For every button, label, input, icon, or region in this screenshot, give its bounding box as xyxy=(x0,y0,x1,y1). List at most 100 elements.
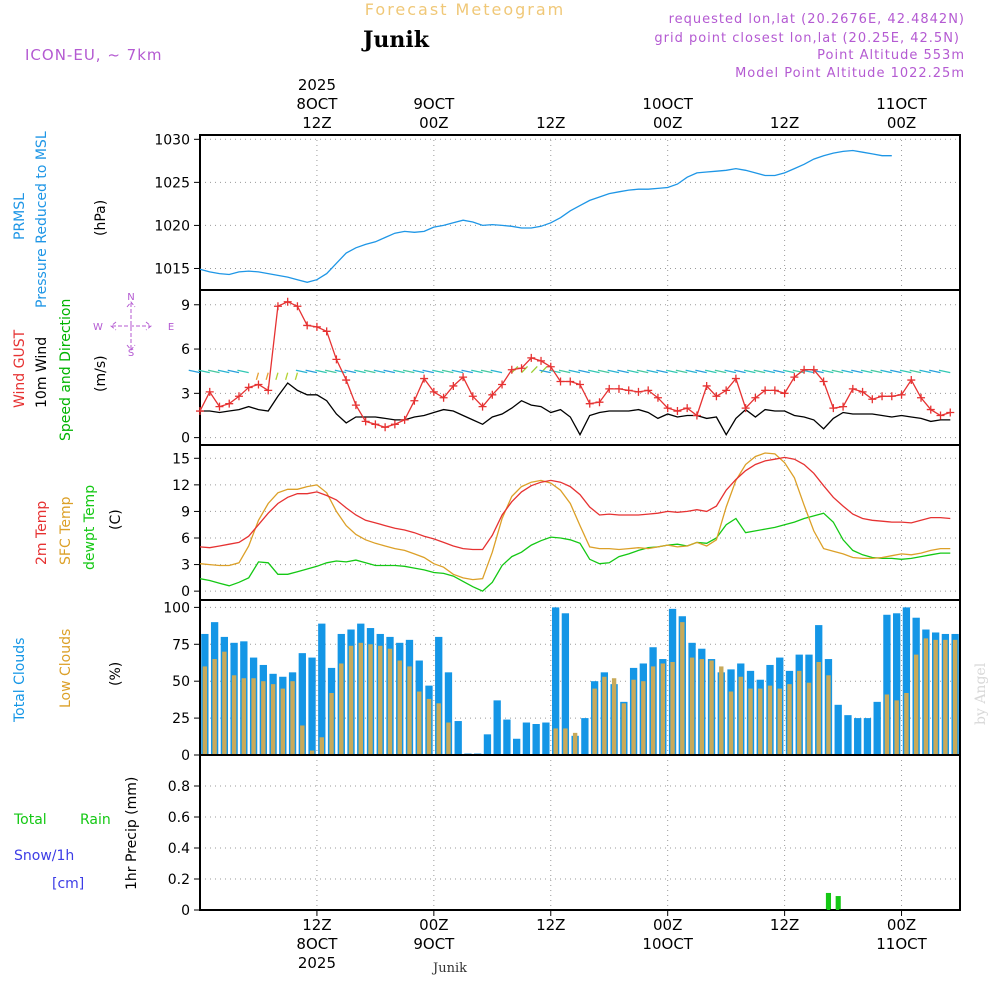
pressure-line xyxy=(199,149,892,283)
low-cloud-bar xyxy=(797,670,802,755)
wind-dir-arrow xyxy=(539,369,551,374)
low-cloud-bar xyxy=(777,688,782,755)
precip-ytick-label: 0.8 xyxy=(168,779,190,795)
wind-gust-marker xyxy=(205,387,214,396)
bottom-time-label: 12Z xyxy=(302,916,331,934)
bottom-time-label: 00Z xyxy=(653,916,682,934)
low-cloud-bar xyxy=(806,682,812,755)
wind-gust-marker xyxy=(498,380,507,389)
low-cloud-bar xyxy=(563,728,568,755)
low-cloud-bar xyxy=(689,657,695,755)
wind-gust-line xyxy=(199,301,951,428)
low-cloud-bar xyxy=(884,694,890,755)
total-cloud-bar xyxy=(834,704,842,755)
bottom-time-label: 12Z xyxy=(770,916,799,934)
wind-dir-arrow xyxy=(305,369,318,374)
wind-gust-marker xyxy=(585,399,594,408)
total-cloud-bar xyxy=(883,614,891,755)
wind-gust-marker xyxy=(225,399,234,408)
wind-gust-marker xyxy=(468,392,477,401)
pressure-ytick-label: 1015 xyxy=(154,261,190,277)
requested-coords: requested lon,lat (20.2676E, 42.4842N) xyxy=(669,12,965,27)
wind-dir-arrow xyxy=(734,369,746,374)
low-cloud-bar xyxy=(378,645,383,755)
clouds-ytick-label: 25 xyxy=(172,711,190,727)
low-cloud-bar xyxy=(231,675,237,755)
wind-dir-arrow xyxy=(880,369,892,374)
low-cloud-bar xyxy=(212,659,217,755)
wind-dir-arrow xyxy=(899,369,912,374)
wind-gust-marker xyxy=(595,398,604,407)
low-cloud-bar xyxy=(592,688,597,755)
wind-ytick-label: 3 xyxy=(181,386,190,402)
wind-gust-marker xyxy=(361,417,370,426)
rain-bar xyxy=(835,896,841,910)
pressure-label-prmsl: PRMSL xyxy=(12,193,28,240)
wind-dir-arrow xyxy=(773,369,785,374)
wind-dir-label: Speed and Direction xyxy=(58,299,74,441)
wind-gust-marker xyxy=(459,373,468,382)
wind-10m-label: 10m Wind xyxy=(34,337,50,408)
total-cloud-bar xyxy=(844,715,852,755)
low-cloud-bar xyxy=(826,675,831,755)
temp-ytick-label: 6 xyxy=(181,531,190,547)
wind-gust-marker xyxy=(264,386,273,395)
wind-gust-marker xyxy=(878,392,887,401)
low-cloud-bar xyxy=(787,684,792,755)
wind-gust-marker xyxy=(527,353,536,362)
model-altitude: Model Point Altitude 1022.25m xyxy=(735,66,965,81)
precip-ylabel: 1hr Precip (mm) xyxy=(124,777,140,890)
temp-ytick-label: 9 xyxy=(181,504,190,520)
wind-gust-marker xyxy=(254,380,263,389)
precip-labels: Total Rain Snow/1h [cm] 1hr Precip (mm) xyxy=(13,777,140,892)
wind-gust-marker xyxy=(722,386,731,395)
bottom-time-label: 8OCT xyxy=(296,935,338,953)
low-cloud-bar xyxy=(202,666,208,755)
wind-dir-arrow xyxy=(334,369,347,374)
low-cloud-bar xyxy=(650,666,656,755)
cloud-labels: Total Clouds Low Clouds (%) xyxy=(12,629,124,723)
wind-gust-marker xyxy=(303,321,312,330)
wind-dir-arrow xyxy=(208,369,220,374)
wind-gust-marker xyxy=(692,411,701,420)
low-cloud-bar xyxy=(241,678,247,755)
wind-dir-arrow xyxy=(938,369,951,374)
total-cloud-bar xyxy=(483,734,492,755)
low-clouds-label: Low Clouds xyxy=(58,629,74,708)
low-cloud-bar xyxy=(329,693,334,755)
wind-gust-marker xyxy=(546,362,555,371)
top-time-label: 00Z xyxy=(887,114,916,132)
low-cloud-bar xyxy=(572,732,578,755)
wind-gust-marker xyxy=(624,386,633,395)
wind-dir-arrow xyxy=(217,369,230,374)
wind-gust-marker xyxy=(351,401,360,410)
low-cloud-bar xyxy=(699,659,704,755)
temp-dewpt-label: dewpt Temp xyxy=(82,485,98,570)
wind-gust-label: Wind GUST xyxy=(12,329,28,408)
low-cloud-bar xyxy=(368,644,373,755)
wind-gust-marker xyxy=(371,420,380,429)
wind-dir-arrow xyxy=(860,369,873,374)
wind-dir-arrow xyxy=(275,372,279,380)
wind-unit: (m/s) xyxy=(93,355,109,392)
wind-dir-arrow xyxy=(675,369,688,374)
wind-gust-marker xyxy=(946,408,955,417)
wind-gust-marker xyxy=(478,402,487,411)
wind-dir-arrow xyxy=(393,369,405,374)
wind-dir-arrow xyxy=(490,369,503,374)
low-cloud-bar xyxy=(660,663,666,755)
compass-rose: N S W E xyxy=(93,292,174,359)
total-cloud-bar xyxy=(561,613,570,755)
total-cloud-bar xyxy=(581,718,589,755)
wind-gust-marker xyxy=(449,381,458,390)
pressure-unit: (hPa) xyxy=(93,200,109,236)
total-cloud-bar xyxy=(893,613,901,755)
low-cloud-bar xyxy=(680,622,685,755)
low-cloud-bar xyxy=(933,639,938,755)
pressure-label-msl: Pressure Reduced to MSL xyxy=(34,131,50,308)
wind-gust-marker xyxy=(712,392,721,401)
rain-label-rain: Rain xyxy=(80,812,111,828)
temp-ytick-label: 0 xyxy=(181,584,190,600)
low-cloud-bar xyxy=(913,654,919,755)
